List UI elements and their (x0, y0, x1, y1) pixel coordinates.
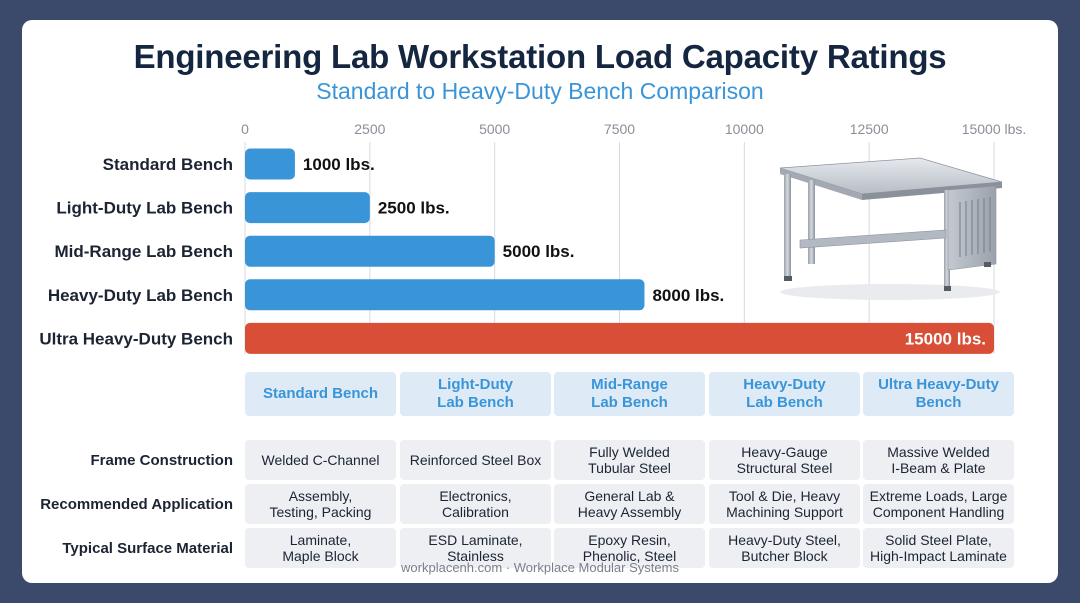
table-cell: Extreme Loads, Large Component Handling (863, 484, 1014, 524)
x-tick-label: 10000 (725, 121, 764, 137)
table-cell: Heavy-Gauge Structural Steel (709, 440, 860, 480)
bar (245, 148, 295, 180)
table-header: Mid-Range Lab Bench (554, 372, 705, 416)
x-tick-label: 0 (241, 121, 249, 137)
category-label: Light-Duty Lab Bench (56, 199, 233, 218)
table-cell: Tool & Die, Heavy Machining Support (709, 484, 860, 524)
x-tick-label: 5000 (479, 121, 510, 137)
table-cell: Epoxy Resin, Phenolic, Steel (554, 528, 705, 568)
bar (245, 279, 645, 311)
chart-subtitle: Standard to Heavy-Duty Bench Comparison (316, 78, 764, 104)
x-tick-label: 7500 (604, 121, 635, 137)
x-tick-label: 2500 (354, 121, 385, 137)
table-header: Ultra Heavy-Duty Bench (863, 372, 1014, 416)
table-cell: Heavy-Duty Steel, Butcher Block (709, 528, 860, 568)
data-label: 8000 lbs. (652, 286, 724, 305)
data-label: 15000 lbs. (905, 329, 986, 348)
table-cell: Reinforced Steel Box (400, 440, 551, 480)
table-header: Heavy-Duty Lab Bench (709, 372, 860, 416)
x-tick-label: 15000 lbs. (962, 121, 1027, 137)
x-tick-label: 12500 (850, 121, 889, 137)
table-cell: Fully Welded Tubular Steel (554, 440, 705, 480)
row-label-frame-construction: Frame Construction (90, 452, 233, 469)
table-cell: ESD Laminate, Stainless (400, 528, 551, 568)
table-cell: General Lab & Heavy Assembly (554, 484, 705, 524)
table-cell: Assembly, Testing, Packing (245, 484, 396, 524)
bar (245, 192, 370, 224)
infographic-card: Engineering Lab Workstation Load Capacit… (22, 20, 1058, 583)
category-label: Standard Bench (103, 155, 233, 174)
category-label: Heavy-Duty Lab Bench (48, 286, 233, 305)
table-cell: Welded C-Channel (245, 440, 396, 480)
steel-workbench-icon (779, 157, 1003, 300)
bar (245, 322, 994, 354)
load-capacity-bar-chart: 0 2500 5000 7500 10000 12500 15000 lbs. Standar… (39, 121, 1027, 354)
data-label: 1000 lbs. (303, 155, 375, 174)
table-cell: Massive Welded I-Beam & Plate (863, 440, 1014, 480)
table-header: Light-Duty Lab Bench (400, 372, 551, 416)
bar (245, 235, 495, 267)
chart-title: Engineering Lab Workstation Load Capacit… (133, 38, 947, 75)
data-label: 2500 lbs. (378, 199, 450, 218)
row-label-typical-surface-material: Typical Surface Material (62, 540, 233, 557)
table-header: Standard Bench (245, 372, 396, 416)
data-label: 5000 lbs. (503, 242, 575, 261)
table-cell: Laminate, Maple Block (245, 528, 396, 568)
category-label: Ultra Heavy-Duty Bench (39, 329, 233, 348)
table-cell: Solid Steel Plate, High-Impact Laminate (863, 528, 1014, 568)
table-cell: Electronics, Calibration (400, 484, 551, 524)
category-label: Mid-Range Lab Bench (54, 242, 233, 261)
footer-credit: workplacenh.com · Workplace Modular Syst… (401, 560, 679, 575)
row-label-recommended-application: Recommended Application (40, 496, 233, 513)
